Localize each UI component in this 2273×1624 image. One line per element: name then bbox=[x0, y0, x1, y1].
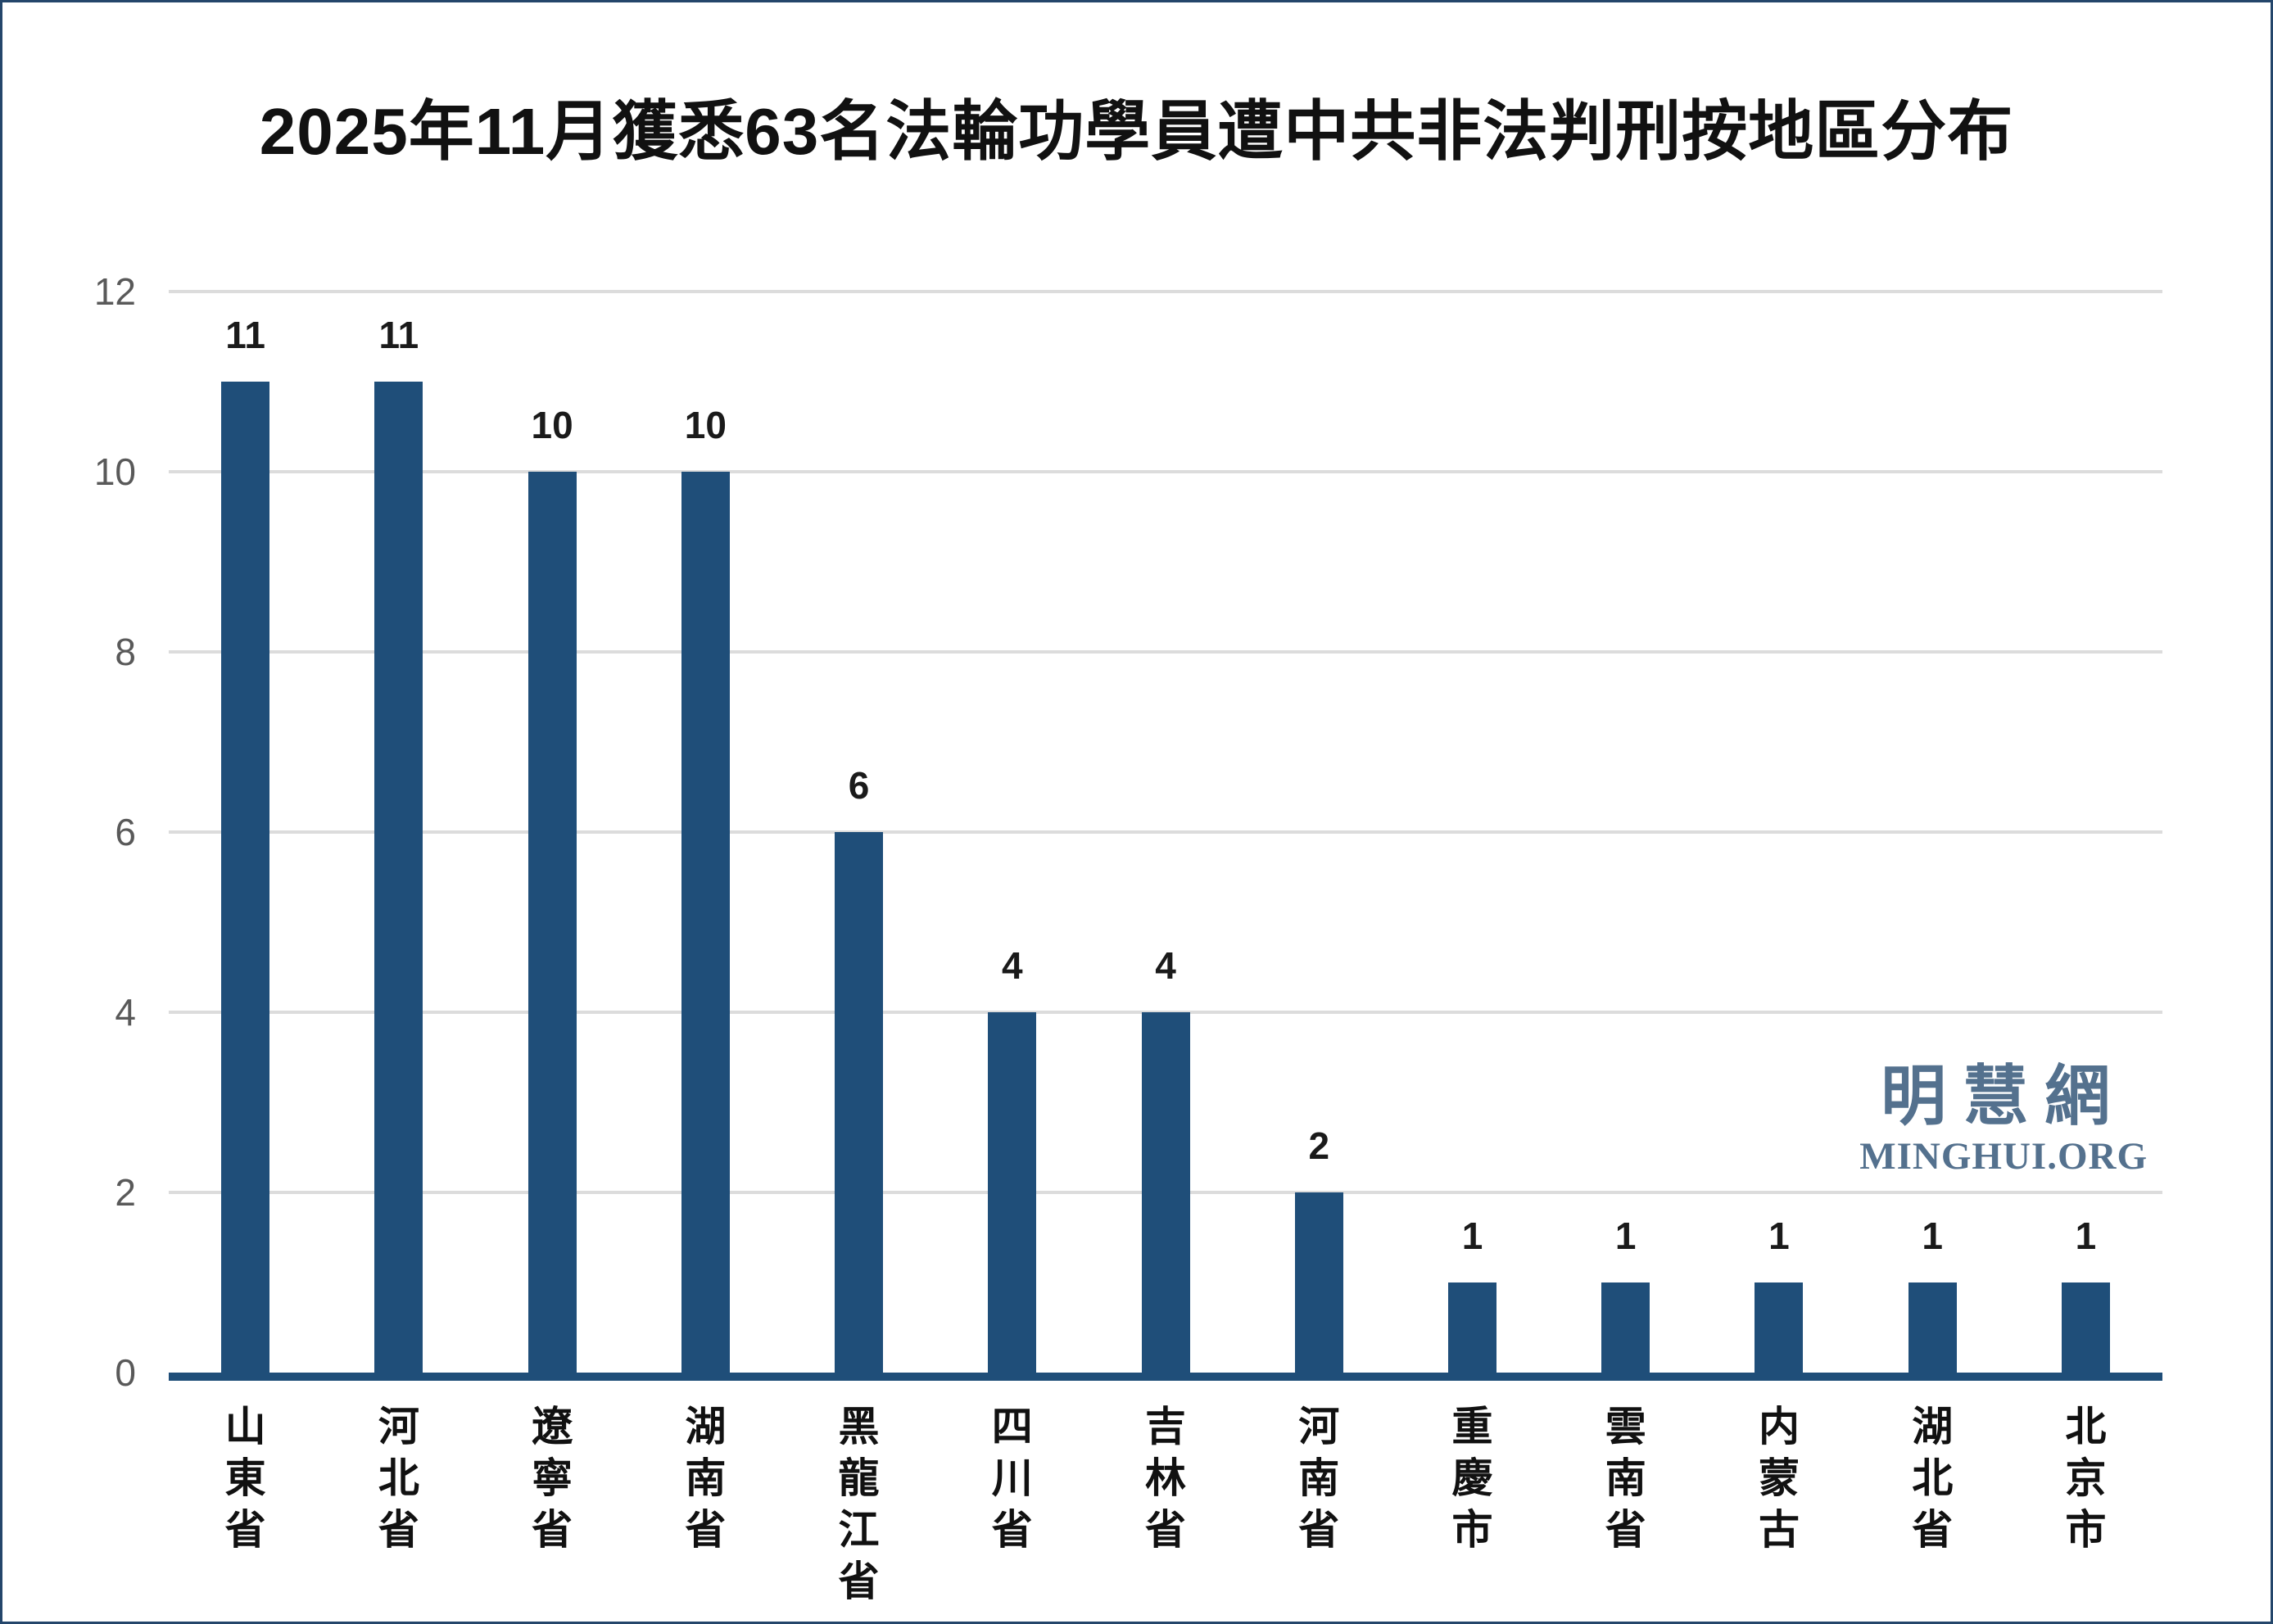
y-axis-tick-label: 4 bbox=[115, 991, 136, 1034]
bar bbox=[1294, 1192, 1343, 1373]
y-axis-tick-label: 6 bbox=[115, 811, 136, 853]
x-axis-label-slot: 湖南省 bbox=[629, 1401, 782, 1556]
bar-slot: 1 bbox=[1549, 292, 1702, 1373]
bar-value-label: 10 bbox=[684, 404, 727, 446]
bar-slot: 11 bbox=[169, 292, 322, 1373]
y-axis-tick-label: 10 bbox=[93, 450, 136, 493]
x-axis-category-label: 黑龍江省 bbox=[838, 1404, 880, 1604]
x-axis-category-label: 吉林省 bbox=[1145, 1404, 1187, 1553]
y-axis-tick-label: 0 bbox=[115, 1351, 136, 1394]
gridline bbox=[169, 830, 2162, 834]
x-axis-label-slot: 黑龍江省 bbox=[782, 1401, 935, 1608]
x-axis-label-slot: 遼寧省 bbox=[475, 1401, 628, 1556]
x-axis-category-label: 湖南省 bbox=[685, 1404, 727, 1553]
bar-value-label: 2 bbox=[1308, 1124, 1330, 1167]
bar-slot: 1 bbox=[1702, 292, 1855, 1373]
watermark: 明慧網 MINGHUI.ORG bbox=[1859, 1062, 2148, 1176]
bar bbox=[374, 382, 423, 1373]
bars-row: 11 11 10 10 6 4 4 2 1 1 1 1 1 bbox=[169, 292, 2162, 1373]
bar bbox=[2061, 1282, 2110, 1373]
bar-value-label: 10 bbox=[531, 404, 573, 446]
bar bbox=[221, 382, 270, 1373]
bar bbox=[988, 1012, 1037, 1373]
bar-value-label: 11 bbox=[378, 314, 419, 356]
bar bbox=[1908, 1282, 1957, 1373]
bar-slot: 1 bbox=[1396, 292, 1549, 1373]
bar bbox=[835, 832, 884, 1373]
bar-slot: 10 bbox=[629, 292, 782, 1373]
y-axis-tick-label: 2 bbox=[115, 1171, 136, 1214]
x-axis-label-slot: 山東省 bbox=[169, 1401, 322, 1556]
x-axis-category-label: 四川省 bbox=[991, 1404, 1033, 1553]
x-axis-label-slot: 四川省 bbox=[935, 1401, 1089, 1556]
bar-slot: 4 bbox=[935, 292, 1089, 1373]
x-axis-label-slot: 河北省 bbox=[322, 1401, 475, 1556]
bar-value-label: 1 bbox=[1614, 1215, 1637, 1257]
gridline bbox=[169, 650, 2162, 654]
x-axis-label-slot: 雲南省 bbox=[1549, 1401, 1702, 1556]
bar-slot: 11 bbox=[322, 292, 475, 1373]
bar-slot: 2 bbox=[1243, 292, 1396, 1373]
bar bbox=[527, 472, 577, 1373]
x-axis-category-label: 内蒙古 bbox=[1758, 1404, 1800, 1553]
bar-value-label: 1 bbox=[1461, 1215, 1483, 1257]
bar-slot: 4 bbox=[1089, 292, 1242, 1373]
plot-area: 11 11 10 10 6 4 4 2 1 1 1 1 1 bbox=[169, 290, 2162, 1373]
bar bbox=[1447, 1282, 1496, 1373]
x-axis-label-slot: 重慶市 bbox=[1396, 1401, 1549, 1556]
x-axis-label-slot: 吉林省 bbox=[1089, 1401, 1242, 1556]
x-axis-category-label: 重慶市 bbox=[1451, 1404, 1493, 1553]
x-axis-label-slot: 内蒙古 bbox=[1702, 1401, 1855, 1556]
x-axis-category-label: 山東省 bbox=[224, 1404, 266, 1553]
x-axis-category-label: 湖北省 bbox=[1912, 1404, 1954, 1553]
gridline bbox=[169, 470, 2162, 473]
bar bbox=[1601, 1282, 1650, 1373]
x-axis-label-slot: 河南省 bbox=[1243, 1401, 1396, 1556]
bar bbox=[1141, 1012, 1190, 1373]
x-axis-category-label: 河北省 bbox=[378, 1404, 419, 1553]
bar-slot: 1 bbox=[1856, 292, 2009, 1373]
bar bbox=[681, 472, 730, 1373]
x-axis-label-slot: 湖北省 bbox=[1856, 1401, 2009, 1556]
x-axis-labels: 山東省 河北省 遼寧省 湖南省 黑龍江省 四川省 吉林省 河南省 重慶市 雲南省 内蒙古 湖北省 北京市 bbox=[169, 1401, 2162, 1608]
bar bbox=[1755, 1282, 1804, 1373]
x-axis-line bbox=[169, 1373, 2162, 1381]
watermark-chinese: 明慧網 bbox=[1881, 1060, 2127, 1133]
y-axis-tick-label: 12 bbox=[93, 270, 136, 313]
watermark-english: MINGHUI.ORG bbox=[1859, 1135, 2148, 1178]
bar-value-label: 1 bbox=[1768, 1215, 1790, 1257]
y-axis-tick-label: 8 bbox=[115, 631, 136, 673]
bar-value-label: 1 bbox=[1922, 1215, 1943, 1257]
x-axis-category-label: 遼寧省 bbox=[532, 1404, 573, 1553]
x-axis-category-label: 雲南省 bbox=[1605, 1404, 1646, 1553]
bar-value-label: 6 bbox=[848, 764, 870, 807]
bar-value-label: 11 bbox=[225, 314, 265, 356]
bar-value-label: 4 bbox=[1155, 944, 1176, 987]
x-axis-category-label: 北京市 bbox=[2065, 1404, 2107, 1553]
x-axis-label-slot: 北京市 bbox=[2009, 1401, 2162, 1556]
gridline bbox=[169, 290, 2162, 293]
bar-slot: 6 bbox=[782, 292, 935, 1373]
bar-slot: 1 bbox=[2009, 292, 2162, 1373]
bar-value-label: 4 bbox=[1001, 944, 1023, 987]
x-axis-category-label: 河南省 bbox=[1298, 1404, 1340, 1553]
chart-title: 2025年11月獲悉63名法輪功學員遭中共非法判刑按地區分布 bbox=[259, 95, 2014, 168]
bar-slot: 10 bbox=[475, 292, 628, 1373]
bar-value-label: 1 bbox=[2075, 1215, 2097, 1257]
